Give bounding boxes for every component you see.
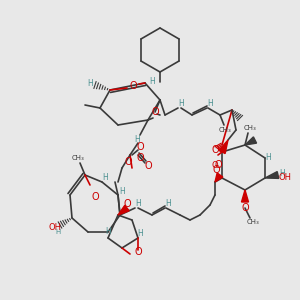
Text: CH₃: CH₃ [72,155,84,161]
Text: H: H [56,229,61,235]
Text: OH: OH [49,224,62,232]
Text: H: H [265,154,271,163]
Text: H: H [165,200,171,208]
Text: O: O [241,203,249,213]
Text: H: H [135,200,141,208]
Polygon shape [215,173,223,182]
Text: CH₃: CH₃ [247,219,260,225]
Text: O: O [129,81,137,91]
Text: O: O [212,161,218,170]
Text: CH₃: CH₃ [219,127,231,133]
Text: OH: OH [278,173,292,182]
Text: O: O [134,247,142,257]
Polygon shape [265,172,279,178]
Text: H: H [119,188,125,196]
Text: O: O [136,142,144,152]
Text: H: H [134,136,140,145]
Text: H: H [178,100,184,109]
Text: CH₃: CH₃ [244,125,256,131]
Text: H: H [207,100,213,109]
Text: O: O [211,145,219,155]
Polygon shape [118,205,129,215]
Text: H: H [102,173,108,182]
Text: O: O [136,153,144,163]
Text: O: O [91,192,99,202]
Text: O: O [144,161,152,171]
Text: O: O [124,157,132,167]
Text: H: H [279,169,285,178]
Text: H: H [105,227,111,236]
Text: H: H [87,79,93,88]
Text: O: O [212,165,220,175]
Text: O: O [151,107,159,117]
Text: O: O [214,160,222,170]
Polygon shape [219,140,228,154]
Polygon shape [242,190,248,202]
Text: H: H [149,77,155,86]
Text: O: O [123,199,131,209]
Text: H: H [137,230,143,238]
Polygon shape [245,137,256,145]
